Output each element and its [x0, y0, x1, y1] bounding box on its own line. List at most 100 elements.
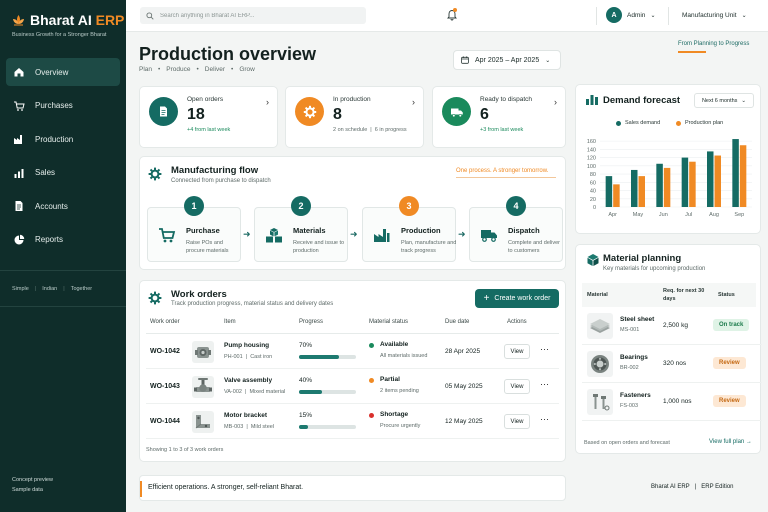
bar-sales-demand-jul[interactable] — [681, 157, 689, 207]
app-title: Bharat AI ERP — [30, 12, 125, 28]
avatar[interactable]: A — [606, 7, 622, 23]
table-row[interactable]: WO-1042 Pump housing PH-001 | Cast iron … — [146, 335, 559, 369]
bar-production-plan-sep[interactable] — [739, 145, 747, 207]
bar-production-plan-apr[interactable] — [613, 184, 620, 207]
sidebar-item-accounts[interactable]: Accounts — [6, 192, 120, 220]
lotus-logo-icon — [13, 14, 24, 25]
y-tick-label: 140 — [587, 147, 596, 153]
user-menu[interactable]: Admin ⌄ — [627, 12, 655, 19]
bar-sales-demand-aug[interactable] — [707, 151, 714, 207]
bar-sales-demand-may[interactable] — [631, 169, 638, 207]
view-button[interactable]: View — [504, 414, 530, 429]
table-row[interactable]: Bearings BR-002 320 nos Review — [582, 345, 762, 383]
more-options-icon[interactable]: ⋯ — [540, 344, 549, 354]
step-name: Production — [401, 226, 441, 235]
material-code: FS-003 — [620, 403, 639, 409]
truck-icon — [481, 230, 497, 242]
crumb-produce[interactable]: Produce — [166, 66, 191, 73]
bar-production-plan-jul[interactable] — [689, 161, 696, 207]
kpi-label: In production — [333, 96, 371, 103]
view-button[interactable]: View — [504, 344, 530, 359]
sidebar-item-reports[interactable]: Reports — [6, 226, 120, 254]
page-title: Production overview — [139, 44, 317, 64]
y-tick-label: 40 — [590, 189, 596, 195]
bar-sales-demand-apr[interactable] — [605, 176, 613, 207]
footer-edition: ERP Edition — [701, 484, 734, 490]
legend-swatch — [676, 120, 681, 126]
flow-step-production[interactable]: Production Plan, manufacture and track p… — [362, 207, 456, 262]
date-range-picker[interactable]: Apr 2025 – Apr 2025 ⌄ — [453, 50, 561, 70]
steel-sheet-thumbnail — [587, 313, 613, 339]
section-subtitle: Track production progress, material stat… — [171, 301, 334, 307]
kpi-in-production[interactable]: In production 8 2 on schedule | 6 in pro… — [285, 86, 424, 148]
work-order-id[interactable]: WO-1044 — [150, 418, 180, 425]
unit-selector[interactable]: Manufacturing Unit ⌄ — [682, 12, 747, 19]
chevron-right-icon[interactable]: › — [554, 97, 557, 107]
table-row[interactable]: Fasteners FS-003 1,000 nos Review — [582, 383, 762, 421]
principle-indian: Indian — [42, 286, 58, 292]
brand-logo[interactable]: Bharat AI ERP — [12, 12, 124, 28]
home-icon — [14, 68, 24, 77]
column-header: Status — [718, 292, 735, 298]
period-select[interactable]: Next 6 months ⌄ — [694, 93, 754, 108]
table-row[interactable]: WO-1044 Motor bracket MB-003 | Mild stee… — [146, 405, 559, 439]
sidebar-item-production[interactable]: Production — [6, 125, 120, 153]
bar-sales-demand-jun[interactable] — [656, 163, 663, 207]
bar-chart-icon — [586, 95, 598, 105]
more-options-icon[interactable]: ⋯ — [540, 414, 549, 424]
kpi-value: 6 — [480, 106, 489, 123]
chevron-down-icon: ⌄ — [741, 13, 747, 19]
legend-swatch — [616, 120, 621, 126]
material-code: MS-001 — [620, 327, 640, 333]
demand-forecast-chart: 0 20 40 60 80 100 120 140 160 Apr May Jun Jul Aug Sep — [587, 139, 752, 218]
column-header: Due date — [445, 319, 470, 325]
due-date: 05 May 2025 — [445, 383, 483, 390]
calendar-icon — [461, 56, 469, 64]
x-tick-label: Apr — [608, 212, 617, 218]
date-range-label: Apr 2025 – Apr 2025 — [475, 56, 540, 64]
sidebar-item-sales[interactable]: Sales — [6, 159, 120, 187]
crumb-grow[interactable]: Grow — [239, 66, 255, 73]
step-number: 2 — [291, 196, 311, 216]
progress-fill — [299, 390, 322, 394]
search-box[interactable] — [140, 7, 366, 24]
sidebar-item-purchases[interactable]: Purchases — [6, 92, 120, 120]
sidebar-item-label: Accounts — [35, 201, 68, 211]
bar-production-plan-may[interactable] — [638, 176, 646, 207]
bar-production-plan-aug[interactable] — [714, 155, 722, 207]
kpi-open-orders[interactable]: Open orders 18 +4 from last week › — [139, 86, 278, 148]
chevron-right-icon[interactable]: › — [266, 97, 269, 107]
truck-icon — [442, 97, 471, 126]
sidebar-principles: Simple | Indian | Together — [12, 286, 93, 292]
search-input[interactable] — [160, 12, 360, 19]
create-work-order-button[interactable]: + Create work order — [475, 289, 559, 308]
concept-note: Concept preview Sample data — [12, 475, 53, 495]
document-icon — [15, 201, 23, 211]
boxes-icon — [266, 228, 282, 243]
item-meta: MB-003 | Mild steel — [224, 424, 275, 430]
footer-brand-name: Bharat AI ERP — [651, 484, 690, 490]
kpi-ready-to-dispatch[interactable]: Ready to dispatch 6 +3 from last week › — [432, 86, 566, 148]
flow-step-dispatch[interactable]: Dispatch Complete and deliver to custome… — [469, 207, 563, 262]
flow-step-materials[interactable]: Materials Receive and issue to productio… — [254, 207, 348, 262]
chevron-right-icon[interactable]: › — [412, 97, 415, 107]
table-row[interactable]: Steel sheet MS-001 2,500 kg On track — [582, 307, 762, 345]
step-name: Dispatch — [508, 226, 540, 235]
factory-icon — [14, 135, 22, 144]
bar-production-plan-jun[interactable] — [663, 167, 671, 207]
work-order-id[interactable]: WO-1042 — [150, 348, 180, 355]
view-button[interactable]: View — [504, 379, 530, 394]
manufacturing-flow-card: Manufacturing flow Connected from purcha… — [139, 156, 566, 270]
crumb-deliver[interactable]: Deliver — [204, 66, 226, 73]
view-full-plan-link[interactable]: View full plan → — [709, 439, 752, 445]
crumb-plan[interactable]: Plan — [139, 66, 153, 73]
more-options-icon[interactable]: ⋯ — [540, 379, 549, 389]
accent-bar — [140, 481, 142, 497]
work-order-id[interactable]: WO-1043 — [150, 383, 180, 390]
item-meta: VA-002 | Mixed material — [224, 389, 286, 395]
bar-sales-demand-sep[interactable] — [732, 139, 739, 207]
table-row[interactable]: WO-1043 Valve assembly VA-002 | Mixed ma… — [146, 370, 559, 404]
section-title: Manufacturing flow — [171, 165, 259, 176]
required-quantity: 1,000 nos — [663, 398, 692, 405]
sidebar-item-overview[interactable]: Overview — [6, 58, 120, 86]
